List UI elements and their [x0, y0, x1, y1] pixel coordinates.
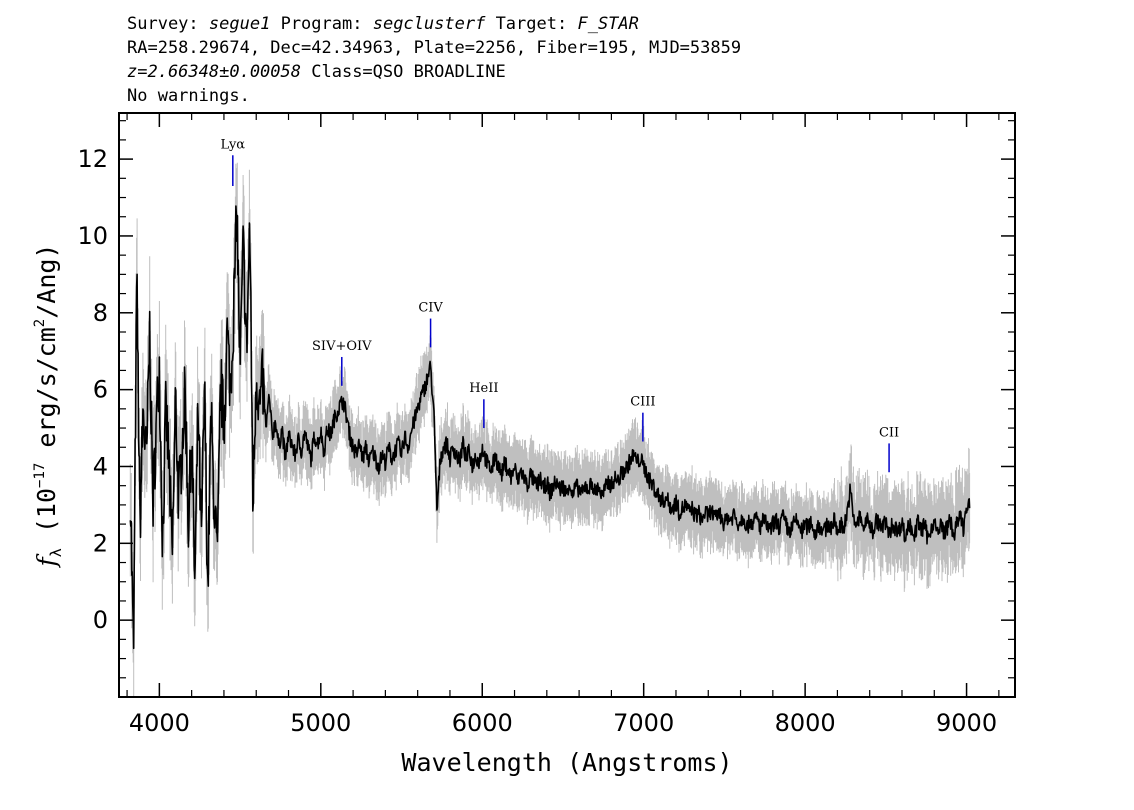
emission-line-label-0: Lyα: [221, 137, 246, 152]
y-tick-label-5: 10: [77, 222, 108, 250]
y-axis-title: fλ (10−17 erg/s/cm2/Ang): [32, 244, 65, 569]
emission-line-markers: Lyα SIV+OIV CIV HeII CIII CII: [221, 137, 899, 473]
survey-label: Survey:: [127, 14, 199, 34]
error-band: [129, 162, 971, 697]
class-value: Class=QSO BROADLINE: [311, 62, 506, 82]
y-tick-label-3: 6: [93, 376, 108, 404]
y-axis-open: (10: [32, 488, 61, 548]
header-line-coordinates: RA=258.29674, Dec=42.34963, Plate=2256, …: [127, 38, 742, 58]
x-axis-title: Wavelength (Angstroms): [401, 748, 732, 777]
axis-tick-labels: 4000 5000 6000 7000 8000 9000 0 2 4 6 8 10 12: [77, 145, 997, 737]
emission-line-label-2: CIV: [418, 301, 443, 316]
axis-ticks: [119, 113, 1015, 697]
target-label: Target:: [495, 14, 568, 34]
survey-value: segue1: [208, 14, 271, 34]
target-value: F_STAR: [577, 14, 639, 34]
x-tick-label-2: 6000: [452, 709, 513, 737]
redshift-value: z=2.66348±0.00058: [127, 62, 301, 82]
emission-line-label-5: CII: [879, 425, 899, 440]
spectrum-header: Survey: segue1 Program: segclusterf Targ…: [127, 12, 741, 108]
emission-line-label-3: HeII: [469, 381, 498, 396]
y-axis-lambda: λ: [47, 548, 65, 557]
y-tick-label-4: 8: [93, 299, 108, 327]
y-tick-label-2: 4: [93, 452, 108, 480]
x-tick-label-0: 4000: [129, 709, 190, 737]
x-tick-label-1: 5000: [290, 709, 351, 737]
emission-line-label-1: SIV+OIV: [312, 339, 372, 354]
x-tick-label-5: 9000: [936, 709, 997, 737]
y-axis-mid: erg/s/cm: [32, 327, 61, 462]
header-line-redshift: z=2.66348±0.00058 Class=QSO BROADLINE: [127, 60, 741, 84]
y-axis-f: f: [32, 553, 61, 568]
header-line-warnings: No warnings.: [127, 86, 250, 106]
y-axis-close: /Ang): [32, 244, 61, 319]
emission-line-label-4: CIII: [630, 395, 655, 410]
y-tick-label-6: 12: [77, 145, 108, 173]
program-value: segclusterf: [372, 14, 486, 34]
program-label: Program:: [280, 14, 363, 34]
y-axis-exp: −17: [32, 463, 48, 488]
x-tick-label-4: 8000: [775, 709, 836, 737]
header-line-survey: Survey: segue1 Program: segclusterf Targ…: [127, 12, 741, 36]
plot-frame: [118, 112, 1016, 698]
y-tick-label-0: 0: [93, 606, 108, 634]
y-axis-exp2: 2: [32, 319, 48, 327]
error-band-path: [129, 162, 971, 697]
spectrum-series: [129, 205, 971, 650]
y-tick-label-1: 2: [93, 529, 108, 557]
spectrum-line: [129, 205, 971, 650]
x-tick-label-3: 7000: [613, 709, 674, 737]
